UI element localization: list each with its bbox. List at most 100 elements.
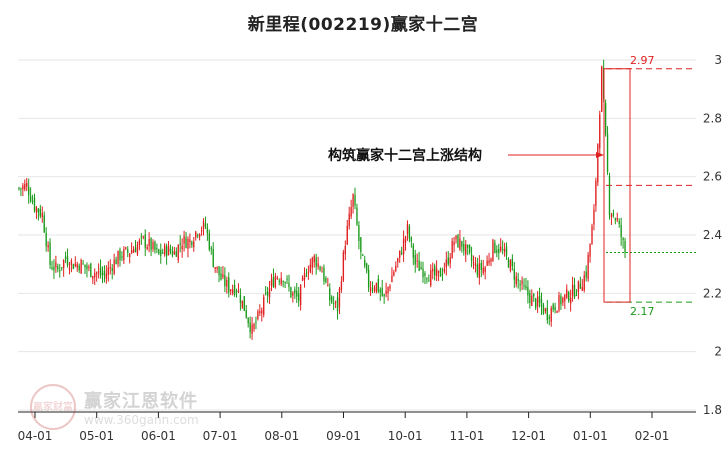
candle-body	[622, 238, 624, 241]
candle-body	[424, 273, 426, 277]
candle-body	[325, 277, 327, 283]
candle-body	[233, 285, 236, 295]
candle-body	[381, 288, 383, 296]
candle-body	[270, 279, 273, 286]
candle-body	[435, 268, 438, 276]
candle-body	[249, 322, 251, 333]
candle-body	[453, 242, 455, 246]
candle	[542, 302, 545, 315]
candle-body	[391, 275, 393, 283]
candle-body	[610, 215, 613, 218]
x-tick-label: 04-01	[18, 429, 53, 443]
candle	[305, 268, 308, 278]
candle	[309, 258, 312, 274]
candle-body	[144, 234, 146, 248]
candle	[80, 258, 82, 274]
candle	[327, 277, 329, 287]
candle	[455, 235, 457, 244]
candle-body	[420, 267, 422, 270]
candle	[375, 282, 378, 294]
candle	[540, 292, 543, 315]
candle	[171, 246, 174, 258]
candle	[346, 219, 348, 246]
candle	[599, 110, 601, 156]
candle	[486, 255, 488, 267]
candle	[360, 236, 362, 260]
candle-body	[544, 308, 547, 312]
candle	[437, 270, 440, 281]
candle-body	[496, 249, 498, 253]
candle-body	[129, 253, 131, 257]
candle	[296, 283, 298, 303]
candle-body	[299, 284, 302, 306]
candle	[266, 286, 269, 303]
candle-body	[253, 323, 255, 329]
candle-body	[282, 281, 284, 283]
candle-body	[521, 280, 523, 284]
candle	[492, 238, 494, 263]
candle-body	[276, 277, 279, 279]
candle-body	[509, 260, 512, 271]
candle-body	[57, 266, 59, 270]
candle-body	[241, 300, 244, 308]
candle	[70, 258, 73, 273]
candle	[241, 300, 244, 309]
candle-body	[461, 240, 463, 247]
candle	[377, 274, 380, 294]
candle	[97, 263, 100, 279]
candle-body	[292, 292, 294, 296]
candle	[43, 211, 45, 234]
candle	[467, 244, 469, 256]
candle-body	[76, 264, 78, 268]
candle-body	[53, 266, 55, 271]
candle-body	[84, 264, 86, 268]
candle	[103, 265, 106, 283]
candle	[292, 291, 294, 303]
candle	[64, 251, 67, 264]
candle	[515, 272, 517, 288]
candle	[334, 300, 337, 309]
candle-body	[332, 303, 335, 305]
candle	[533, 293, 535, 302]
candle-body	[439, 268, 442, 277]
candle	[208, 229, 211, 252]
candle	[117, 250, 119, 268]
candle	[251, 316, 253, 340]
candle-body	[197, 234, 199, 236]
x-tick-label: 02-01	[635, 429, 670, 443]
candle-body	[568, 292, 570, 302]
candle-body	[247, 317, 249, 324]
candle	[111, 264, 113, 280]
candle	[519, 279, 521, 292]
candle	[501, 240, 504, 255]
candle-body	[513, 268, 515, 280]
candle-body	[410, 237, 413, 242]
candle	[179, 235, 181, 253]
candle-body	[336, 297, 339, 312]
candle-body	[86, 265, 88, 270]
candle-body	[587, 254, 589, 280]
x-tick-label: 07-01	[203, 429, 238, 443]
candle	[24, 179, 26, 192]
watermark-name: 赢家江恩软件	[84, 391, 198, 412]
candle	[61, 267, 63, 271]
candle-body	[154, 241, 156, 251]
candle	[303, 267, 306, 288]
candle	[566, 284, 568, 300]
candle	[414, 249, 416, 273]
candle-body	[583, 275, 585, 291]
candle-body	[397, 258, 399, 263]
candle-body	[245, 310, 247, 318]
candle	[595, 177, 597, 212]
candle	[88, 264, 90, 272]
candle	[270, 273, 273, 292]
candle	[536, 291, 539, 313]
candle-body	[31, 200, 34, 202]
candle	[249, 316, 251, 339]
candle	[422, 261, 424, 283]
candle	[531, 289, 533, 307]
candle	[591, 223, 593, 245]
candle	[453, 236, 455, 253]
candle	[185, 232, 187, 249]
candle	[82, 260, 84, 265]
